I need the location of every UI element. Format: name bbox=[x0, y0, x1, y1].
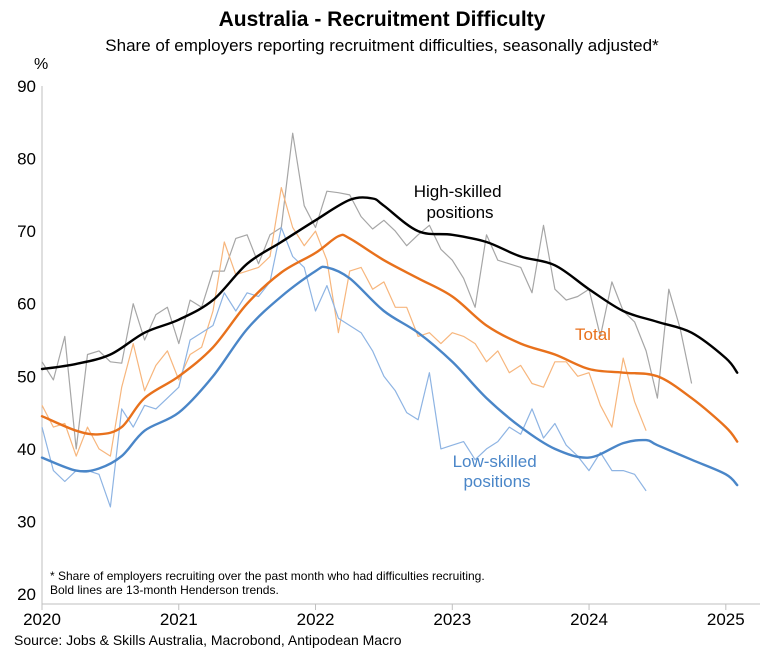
x-tick-label: 2025 bbox=[707, 610, 745, 629]
high-skilled-label-line2: positions bbox=[426, 203, 493, 222]
high-skilled-label: High-skilled positions bbox=[414, 182, 507, 222]
y-tick-label: 20 bbox=[17, 585, 36, 604]
x-tick-label: 2021 bbox=[160, 610, 198, 629]
chart-title: Australia - Recruitment Difficulty bbox=[218, 8, 546, 31]
low-skilled-positions-raw-line bbox=[41, 226, 647, 508]
axes bbox=[41, 86, 760, 605]
low-skilled-label-line2: positions bbox=[463, 472, 530, 491]
total-trend-line bbox=[40, 233, 739, 443]
x-tick-label: 2020 bbox=[23, 610, 61, 629]
y-tick-labels: 20 30 40 50 60 70 80 90 bbox=[17, 77, 36, 604]
raw-series-layer bbox=[41, 132, 693, 508]
y-unit-label: % bbox=[34, 56, 49, 73]
low-skilled-label: Low-skilled positions bbox=[453, 452, 542, 491]
high-skilled-positions-raw-line bbox=[41, 132, 693, 450]
y-tick-label: 70 bbox=[17, 222, 36, 241]
chart-subtitle: Share of employers reporting recruitment… bbox=[105, 36, 659, 55]
total-raw-line bbox=[41, 187, 647, 457]
y-tick-label: 90 bbox=[17, 77, 36, 96]
footnote-line1: * Share of employers recruiting over the… bbox=[50, 569, 485, 583]
trend-series-layer bbox=[40, 196, 739, 487]
low-skilled-positions-trend-line bbox=[40, 265, 739, 487]
x-tick-label: 2022 bbox=[297, 610, 335, 629]
x-tick-label: 2024 bbox=[570, 610, 608, 629]
y-tick-label: 30 bbox=[17, 512, 36, 531]
y-tick-label: 60 bbox=[17, 295, 36, 314]
x-tick-label: 2023 bbox=[433, 610, 471, 629]
y-tick-label: 40 bbox=[17, 440, 36, 459]
high-skilled-label-line1: High-skilled bbox=[414, 182, 502, 201]
total-label: Total bbox=[575, 325, 611, 344]
high-skilled-positions-trend-line bbox=[40, 196, 739, 374]
x-tick-labels: 2020 2021 2022 2023 2024 2025 bbox=[23, 604, 745, 629]
footnote-line2: Bold lines are 13-month Henderson trends… bbox=[50, 583, 279, 597]
y-tick-label: 80 bbox=[17, 150, 36, 169]
source-note: Source: Jobs & Skills Australia, Macrobo… bbox=[14, 632, 402, 648]
y-tick-label: 50 bbox=[17, 367, 36, 386]
low-skilled-label-line1: Low-skilled bbox=[453, 452, 537, 471]
